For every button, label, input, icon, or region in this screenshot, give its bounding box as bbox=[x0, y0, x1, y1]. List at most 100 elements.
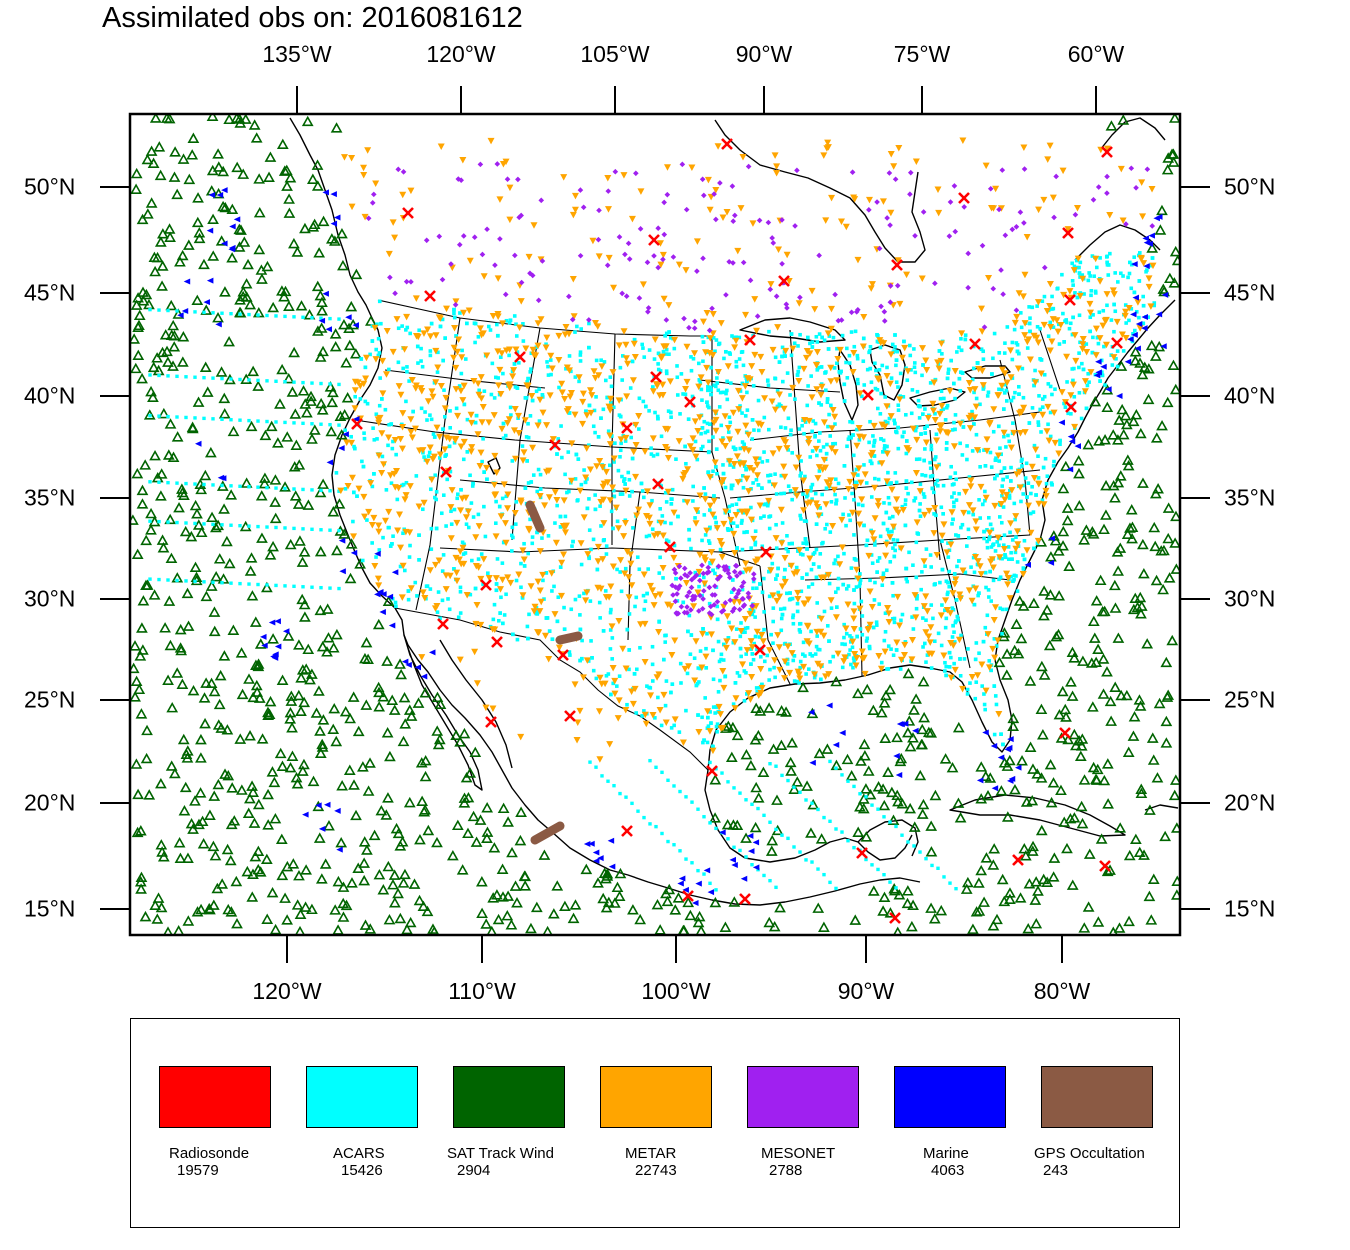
acars-marker bbox=[274, 525, 278, 530]
acars-marker bbox=[822, 872, 826, 877]
acars-marker bbox=[433, 495, 437, 500]
sat-track-wind-marker bbox=[467, 810, 480, 822]
sat-track-wind-marker bbox=[925, 902, 937, 913]
acars-marker bbox=[1045, 474, 1050, 478]
acars-marker bbox=[1007, 493, 1012, 498]
metar-marker bbox=[825, 671, 833, 678]
metar-marker bbox=[828, 445, 836, 452]
sat-track-wind-marker bbox=[1059, 460, 1072, 472]
acars-marker bbox=[627, 648, 632, 652]
acars-marker bbox=[762, 813, 766, 818]
acars-marker bbox=[632, 337, 637, 342]
acars-marker bbox=[670, 497, 674, 501]
sat-track-wind-marker bbox=[140, 534, 153, 546]
acars-marker bbox=[388, 544, 393, 548]
acars-marker bbox=[663, 703, 668, 708]
sat-track-wind-marker bbox=[224, 854, 237, 866]
acars-marker bbox=[1002, 434, 1006, 439]
metar-marker bbox=[882, 552, 890, 560]
acars-marker bbox=[1005, 475, 1009, 479]
metar-marker bbox=[751, 351, 759, 359]
metar-marker bbox=[368, 522, 376, 529]
metar-marker bbox=[664, 488, 672, 496]
acars-marker bbox=[647, 348, 652, 352]
sat-track-wind-marker bbox=[1137, 567, 1150, 579]
metar-marker bbox=[525, 253, 533, 261]
metar-marker bbox=[883, 478, 891, 485]
acars-marker bbox=[148, 480, 152, 484]
acars-marker bbox=[1028, 329, 1032, 334]
sat-track-wind-marker bbox=[141, 724, 153, 736]
acars-marker bbox=[611, 405, 616, 410]
metar-marker bbox=[870, 422, 878, 430]
acars-marker bbox=[993, 549, 998, 553]
acars-marker bbox=[775, 404, 780, 409]
acars-marker bbox=[497, 504, 502, 509]
sat-track-wind-marker bbox=[1045, 796, 1058, 808]
sat-track-wind-marker bbox=[1162, 502, 1175, 513]
metar-marker bbox=[569, 211, 577, 219]
sat-track-wind-marker bbox=[174, 623, 187, 635]
acars-marker bbox=[840, 642, 844, 646]
acars-marker bbox=[604, 673, 609, 678]
acars-marker bbox=[211, 522, 215, 527]
sat-track-wind-marker bbox=[1044, 758, 1057, 770]
sat-track-wind-marker bbox=[163, 223, 176, 234]
acars-marker bbox=[668, 335, 673, 340]
acars-marker bbox=[619, 441, 623, 446]
acars-marker bbox=[1021, 483, 1026, 488]
acars-marker bbox=[650, 644, 655, 649]
acars-marker bbox=[886, 495, 891, 500]
acars-marker bbox=[769, 632, 773, 637]
sat-track-wind-marker bbox=[187, 132, 200, 143]
acars-marker bbox=[712, 383, 716, 388]
acars-marker bbox=[415, 594, 419, 598]
acars-marker bbox=[864, 795, 868, 799]
sat-track-wind-marker bbox=[278, 291, 290, 302]
acars-marker bbox=[792, 341, 797, 346]
sat-track-wind-marker bbox=[852, 826, 865, 837]
acars-marker bbox=[433, 473, 437, 478]
acars-marker bbox=[387, 367, 391, 372]
metar-marker bbox=[1043, 307, 1051, 315]
metar-marker bbox=[745, 488, 753, 495]
acars-marker bbox=[541, 578, 545, 583]
acars-marker bbox=[789, 332, 794, 336]
acars-marker bbox=[714, 447, 719, 452]
sat-track-wind-marker bbox=[208, 790, 221, 801]
acars-marker bbox=[504, 494, 509, 499]
acars-marker bbox=[831, 441, 835, 446]
acars-marker bbox=[857, 584, 862, 588]
sat-track-wind-marker bbox=[233, 241, 246, 252]
sat-track-wind-marker bbox=[885, 786, 898, 798]
metar-marker bbox=[496, 196, 504, 203]
metar-marker bbox=[743, 508, 751, 515]
acars-marker bbox=[615, 684, 619, 688]
metar-marker bbox=[1025, 502, 1033, 510]
metar-marker bbox=[853, 566, 861, 574]
acars-marker bbox=[1019, 325, 1024, 330]
acars-marker bbox=[365, 518, 369, 522]
acars-marker bbox=[535, 489, 540, 494]
acars-marker bbox=[799, 459, 803, 463]
sat-track-wind-marker bbox=[661, 895, 674, 907]
acars-marker bbox=[449, 522, 454, 526]
metar-marker bbox=[860, 314, 868, 321]
metar-marker bbox=[348, 155, 356, 162]
sat-track-wind-marker bbox=[373, 686, 385, 698]
acars-marker bbox=[696, 510, 700, 514]
metar-marker bbox=[396, 511, 404, 518]
acars-marker bbox=[883, 629, 888, 634]
acars-marker bbox=[877, 460, 882, 465]
acars-marker bbox=[790, 596, 795, 601]
sat-track-wind-marker bbox=[852, 687, 864, 699]
metar-marker bbox=[372, 356, 380, 363]
sat-track-wind-marker bbox=[307, 775, 320, 787]
acars-marker bbox=[756, 483, 761, 487]
sat-track-wind-marker bbox=[1129, 592, 1142, 604]
acars-marker bbox=[700, 426, 705, 430]
sat-track-wind-marker bbox=[293, 869, 305, 881]
metar-marker bbox=[947, 639, 955, 647]
sat-track-wind-marker bbox=[1083, 848, 1096, 859]
sat-track-wind-marker bbox=[601, 868, 614, 879]
